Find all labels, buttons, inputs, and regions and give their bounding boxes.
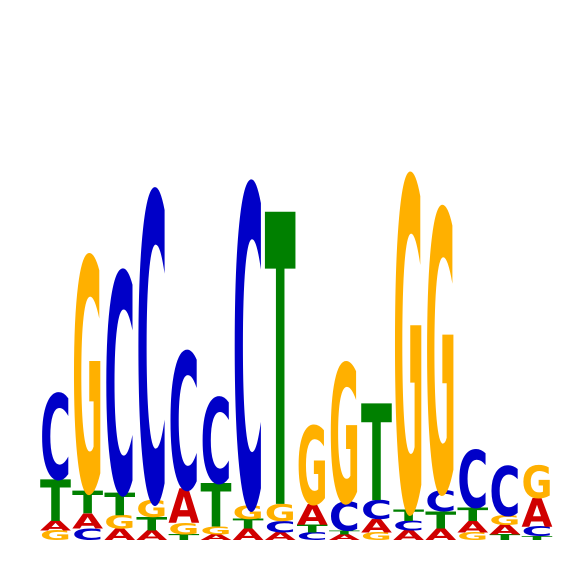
- letter-G-pos-4: G: [136, 496, 167, 523]
- letter-A-pos-4: A: [136, 528, 167, 543]
- letter-T-pos-3: T: [104, 487, 135, 523]
- letter-T-pos-15: T: [489, 533, 521, 542]
- letter-G-pos-7: G: [233, 502, 264, 524]
- letter-A-pos-1: A: [40, 519, 71, 534]
- letter-C-pos-7: C: [233, 98, 264, 566]
- letter-G-pos-10: G: [329, 327, 360, 548]
- letter-C-pos-14: C: [457, 436, 488, 527]
- letter-T-pos-1: T: [40, 469, 71, 535]
- letter-A-pos-7: A: [233, 526, 265, 544]
- letter-C-pos-15: C: [489, 454, 520, 532]
- letter-G-pos-5: G: [168, 520, 199, 538]
- letter-G-pos-6: G: [201, 525, 232, 537]
- letter-G-pos-1: G: [40, 528, 71, 543]
- letter-C-pos-2: C: [72, 525, 103, 544]
- letter-T-pos-2: T: [72, 485, 103, 521]
- letter-A-pos-13: A: [425, 526, 457, 544]
- letter-T-pos-13: T: [425, 507, 456, 535]
- letter-A-pos-16: A: [522, 491, 553, 536]
- letter-C-pos-1: C: [40, 370, 71, 507]
- letter-G-pos-16: G: [522, 457, 553, 509]
- letter-A-pos-5: A: [168, 481, 199, 535]
- letter-G-pos-11: G: [361, 530, 392, 542]
- letter-C-pos-12: C: [393, 519, 424, 534]
- letter-T-pos-16: T: [522, 535, 553, 541]
- letter-T-pos-14: T: [457, 505, 489, 526]
- letter-C-pos-11: C: [361, 495, 392, 525]
- letter-A-pos-9: A: [297, 499, 328, 532]
- letter-T-pos-12: T: [393, 507, 424, 525]
- letter-T-pos-10: T: [329, 529, 360, 535]
- letter-C-pos-9: C: [297, 531, 328, 543]
- letter-C-pos-8: C: [265, 518, 296, 537]
- letter-C-pos-5: C: [168, 316, 199, 534]
- letter-A-pos-6: A: [201, 533, 233, 542]
- letter-A-pos-10: A: [329, 533, 361, 542]
- letter-A-pos-3: A: [104, 526, 136, 544]
- letter-A-pos-11: A: [361, 516, 392, 537]
- letter-G-pos-9: G: [297, 405, 328, 529]
- letter-C-pos-13: C: [425, 485, 456, 518]
- letter-G-pos-15: G: [489, 513, 520, 528]
- letter-T-pos-7: T: [233, 517, 264, 532]
- letter-T-pos-11: T: [361, 378, 392, 532]
- letter-C-pos-10: C: [329, 494, 360, 540]
- letter-G-pos-3: G: [104, 511, 135, 533]
- letter-T-pos-6: T: [201, 472, 232, 542]
- letter-G-pos-14: G: [457, 530, 488, 542]
- letter-T-pos-9: T: [297, 523, 329, 535]
- letter-G-pos-2: G: [72, 193, 103, 566]
- letter-C-pos-6: C: [201, 374, 232, 511]
- letter-A-pos-8: A: [265, 530, 296, 542]
- letter-A-pos-14: A: [457, 519, 489, 537]
- letter-T-pos-8: T: [265, 133, 296, 566]
- letter-A-pos-15: A: [489, 522, 520, 537]
- letter-A-pos-12: A: [393, 528, 424, 543]
- letter-G-pos-8: G: [265, 500, 296, 527]
- letter-G-pos-13: G: [425, 133, 456, 566]
- letter-A-pos-2: A: [72, 509, 103, 534]
- letter-G-pos-12: G: [393, 88, 424, 566]
- letter-T-pos-4: T: [136, 514, 168, 535]
- letter-C-pos-16: C: [522, 525, 553, 540]
- letter-C-pos-4: C: [136, 109, 167, 566]
- letter-C-pos-3: C: [104, 212, 135, 564]
- letter-T-pos-5: T: [168, 533, 200, 542]
